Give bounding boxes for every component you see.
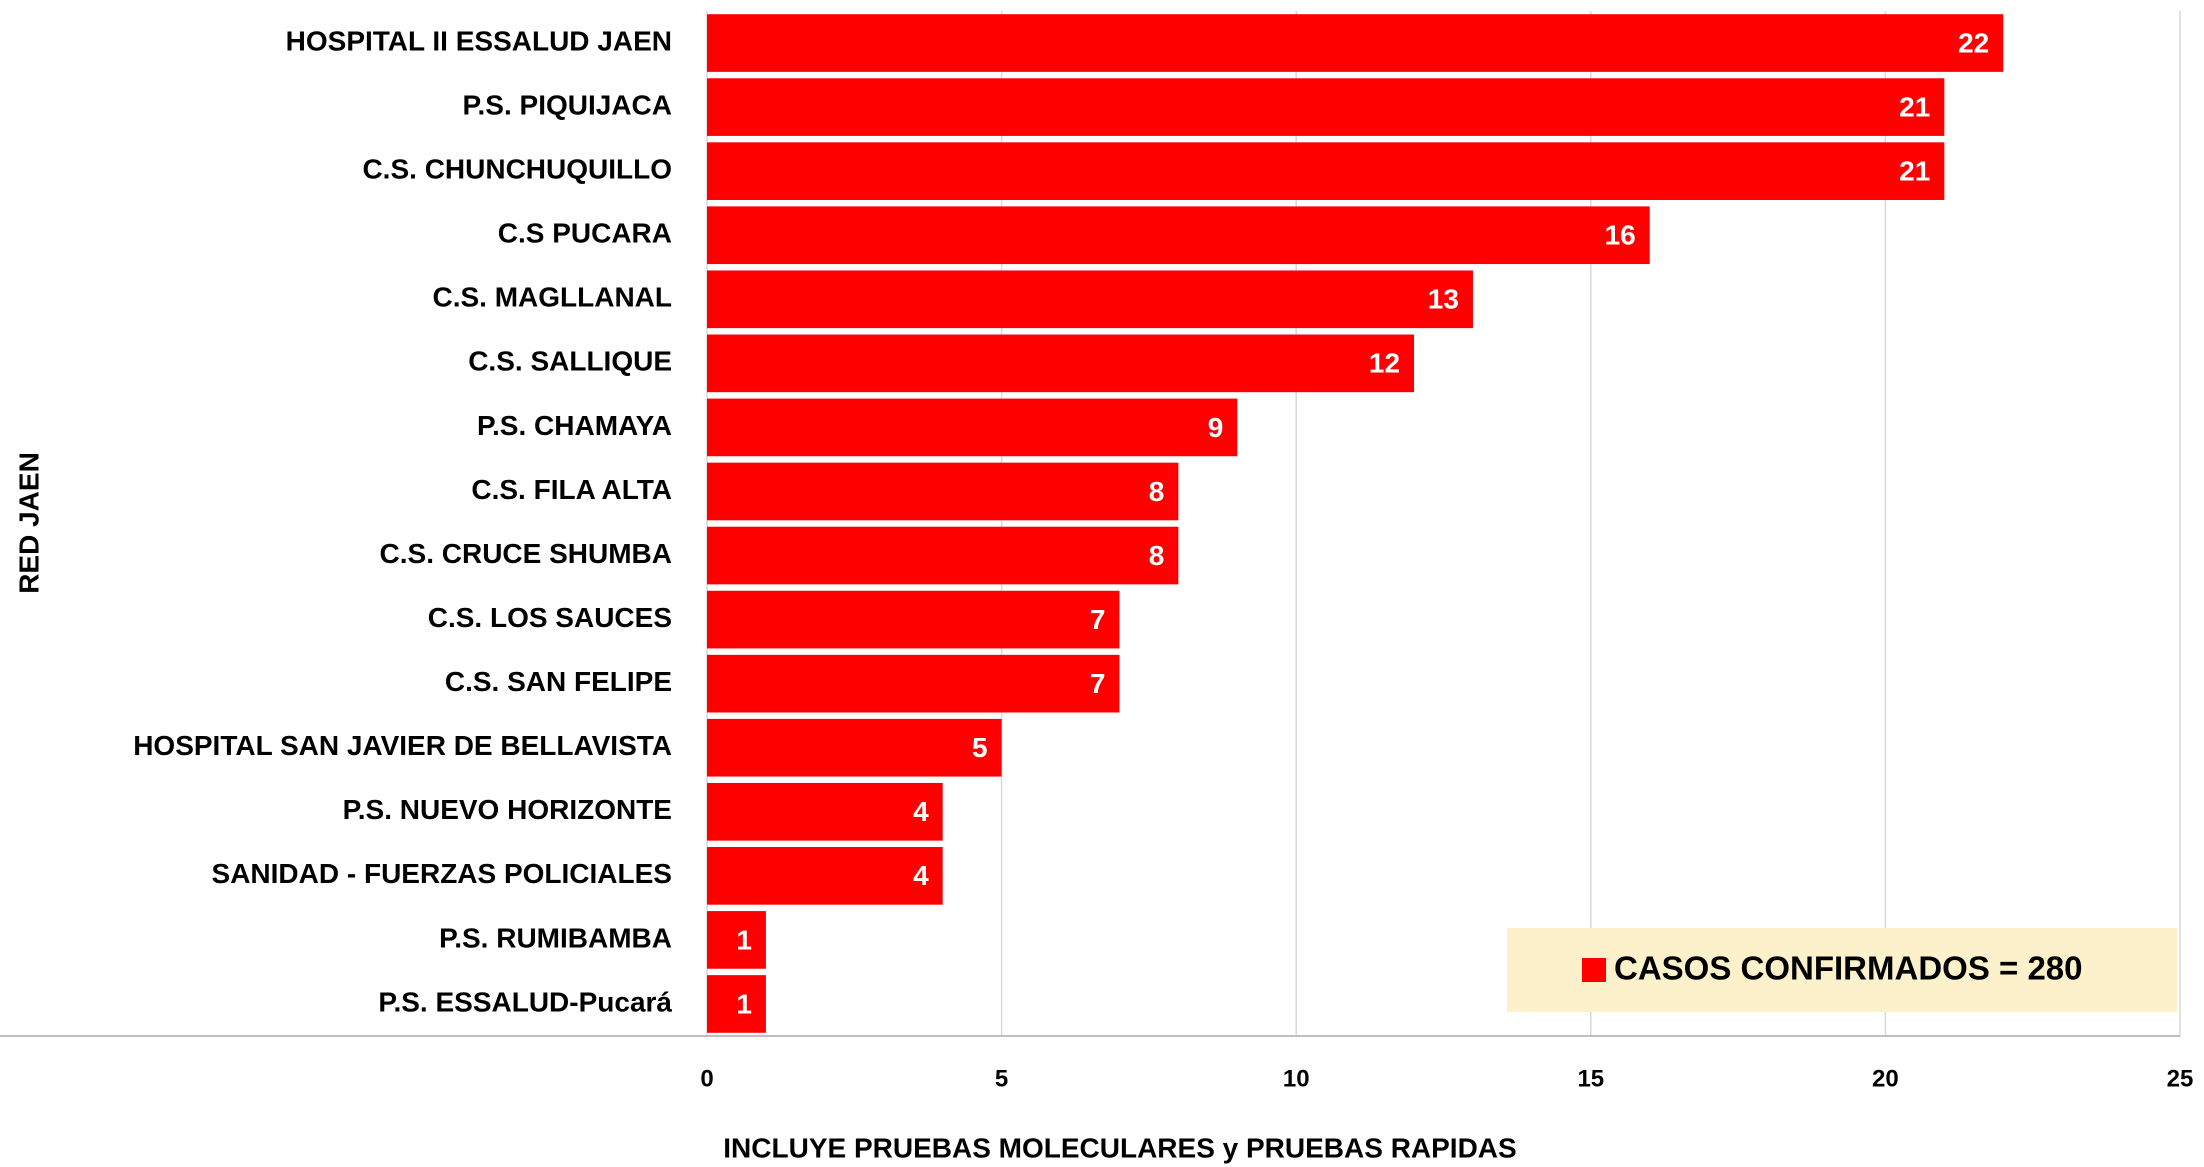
data-label: 4 <box>913 796 929 827</box>
data-label: 16 <box>1605 220 1636 251</box>
data-label: 7 <box>1090 604 1106 635</box>
y-tick-label: C.S. FILA ALTA <box>471 474 672 505</box>
legend-box <box>1507 928 2177 1012</box>
y-tick-label: SANIDAD - FUERZAS POLICIALES <box>212 858 672 889</box>
y-tick-label: C.S. MAGLLANAL <box>432 282 672 313</box>
y-tick-label: P.S. CHAMAYA <box>477 410 672 441</box>
legend-label: CASOS CONFIRMADOS = 280 <box>1614 950 2083 987</box>
data-label: 1 <box>736 924 752 955</box>
bar <box>707 590 1120 649</box>
bar <box>707 911 766 969</box>
data-label: 5 <box>972 732 988 763</box>
data-label: 13 <box>1428 284 1459 315</box>
y-tick-label: P.S. ESSALUD-Pucará <box>378 986 672 1017</box>
x-tick-label: 5 <box>995 1065 1008 1092</box>
bar <box>707 782 943 841</box>
bar <box>707 654 1120 713</box>
bar <box>707 14 2004 72</box>
y-tick-label: C.S PUCARA <box>498 218 672 249</box>
data-label: 21 <box>1899 156 1930 187</box>
x-tick-label: 0 <box>700 1065 713 1092</box>
bar <box>707 398 1238 457</box>
bar <box>707 847 943 905</box>
bar <box>707 718 1002 777</box>
y-tick-label: C.S. CHUNCHUQUILLO <box>362 154 672 185</box>
bar <box>707 78 1945 136</box>
y-axis-label: RED JAEN <box>13 452 44 594</box>
y-tick-label: P.S. NUEVO HORIZONTE <box>343 794 672 825</box>
bar <box>707 270 1473 329</box>
data-label: 8 <box>1149 540 1165 571</box>
x-tick-label: 25 <box>2167 1065 2194 1092</box>
data-label: 21 <box>1899 91 1930 122</box>
y-tick-label: C.S. SALLIQUE <box>468 346 672 377</box>
y-tick-label: C.S. CRUCE SHUMBA <box>380 538 672 569</box>
y-tick-label: HOSPITAL SAN JAVIER DE BELLAVISTA <box>133 730 672 761</box>
x-tick-label: 20 <box>1872 1065 1899 1092</box>
bar <box>707 334 1415 393</box>
data-label: 8 <box>1149 476 1165 507</box>
y-tick-label: P.S. PIQUIJACA <box>462 89 672 120</box>
data-label: 12 <box>1369 348 1400 379</box>
y-tick-label: C.S. SAN FELIPE <box>445 666 672 697</box>
data-label: 4 <box>913 860 929 891</box>
bar <box>707 142 1945 200</box>
bar <box>707 462 1179 521</box>
x-tick-label: 15 <box>1577 1065 1604 1092</box>
data-label: 9 <box>1208 412 1224 443</box>
data-label: 22 <box>1958 27 1989 58</box>
bar <box>707 975 766 1033</box>
bar <box>707 206 1650 265</box>
x-axis-label: INCLUYE PRUEBAS MOLECULARES y PRUEBAS RA… <box>723 1132 1516 1163</box>
y-tick-label: P.S. RUMIBAMBA <box>439 922 672 953</box>
x-tick-label: 10 <box>1283 1065 1310 1092</box>
y-tick-label: HOSPITAL II ESSALUD JAEN <box>286 25 672 56</box>
legend-swatch <box>1582 958 1606 982</box>
data-label: 1 <box>736 988 752 1019</box>
y-tick-label: C.S. LOS SAUCES <box>428 602 672 633</box>
data-label: 7 <box>1090 668 1106 699</box>
bar <box>707 526 1179 585</box>
